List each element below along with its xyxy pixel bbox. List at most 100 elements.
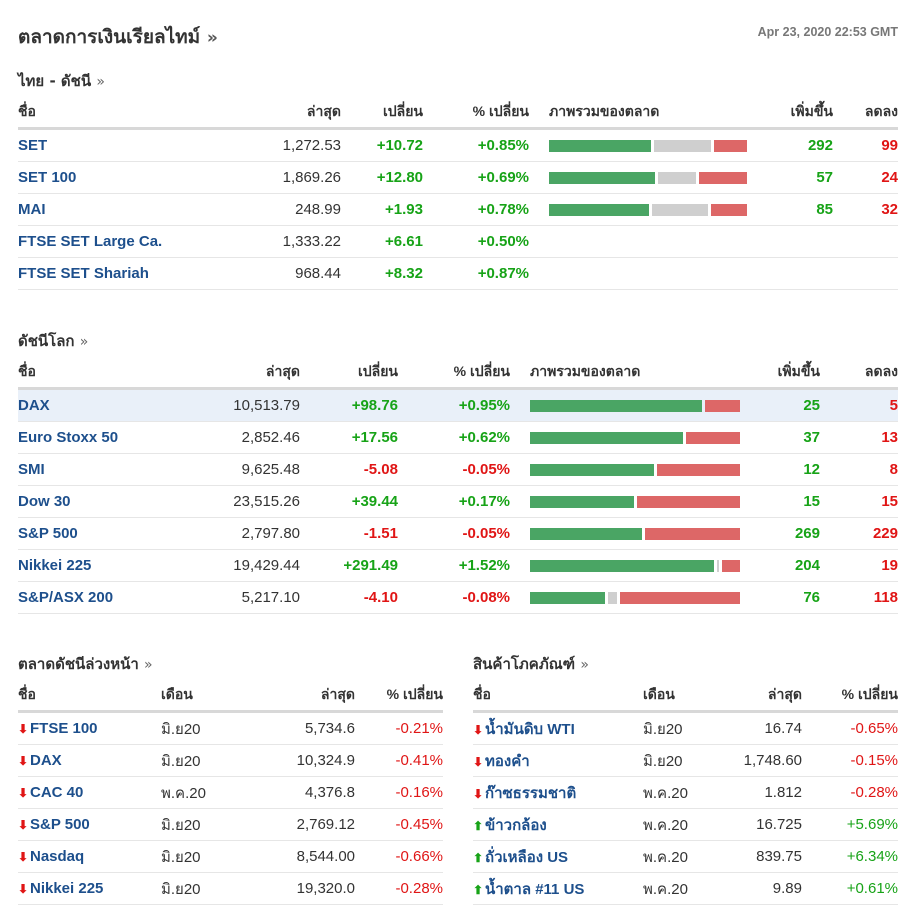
page-title-more[interactable]: » <box>206 28 218 48</box>
index-name-link[interactable]: S&P 500 <box>18 517 178 550</box>
col-change: เปลี่ยน <box>300 356 398 390</box>
unchanged-segment <box>608 591 617 604</box>
table-row[interactable]: DAX 10,513.79 +98.76 +0.95% 25 5 <box>18 388 898 422</box>
instrument-name-cell[interactable]: ⬇ Nikkei 225 <box>18 872 161 905</box>
world-section-heading[interactable]: ดัชนีโลก » <box>18 329 88 353</box>
change-percent: -0.05% <box>398 453 510 486</box>
index-name-link[interactable]: Dow 30 <box>18 485 178 518</box>
decline-segment <box>699 171 747 184</box>
instrument-name-cell[interactable]: ⬇ น้ำมันดิบ WTI <box>473 711 643 745</box>
change-value: +10.72 <box>341 128 423 162</box>
index-name-link[interactable]: FTSE SET Large Ca. <box>18 225 203 258</box>
instrument-name-cell[interactable]: ⬆ ถั่วเหลือง US <box>473 840 643 873</box>
up-arrow-icon: ⬆ <box>473 818 484 833</box>
instrument-name-link[interactable]: ก๊าซธรรมชาติ <box>485 784 577 802</box>
instrument-name-link[interactable]: น้ำตาล #11 US <box>485 880 585 898</box>
index-name-link[interactable]: SET 100 <box>18 161 203 194</box>
instrument-name-link[interactable]: ถั่วเหลือง US <box>485 848 569 866</box>
table-row[interactable]: ⬇ ก๊าซธรรมชาติ พ.ค.20 1.812 -0.28% <box>473 776 898 809</box>
instrument-name-link[interactable]: FTSE 100 <box>30 720 98 737</box>
table-row[interactable]: SET 100 1,869.26 +12.80 +0.69% 57 24 <box>18 161 898 194</box>
table-row[interactable]: ⬇ ทองคำ มิ.ย20 1,748.60 -0.15% <box>473 744 898 777</box>
change-percent: -0.05% <box>398 517 510 550</box>
advance-segment <box>530 591 606 604</box>
table-row[interactable]: ⬆ ข้าวกล้อง พ.ค.20 16.725 +5.69% <box>473 808 898 841</box>
thai-section-heading[interactable]: ไทย - ดัชนี » <box>18 69 105 93</box>
contract-month: มิ.ย20 <box>161 744 243 777</box>
table-row[interactable]: FTSE SET Large Ca. 1,333.22 +6.61 +0.50% <box>18 225 898 258</box>
futures-heading-more[interactable]: » <box>144 657 153 673</box>
contract-month: มิ.ย20 <box>161 808 243 841</box>
change-percent: -0.15% <box>802 744 898 777</box>
page-title[interactable]: ตลาดการเงินเรียลไทม์ » <box>18 22 218 52</box>
advances-count: 12 <box>740 453 820 486</box>
table-row[interactable]: ⬆ น้ำตาล #11 US พ.ค.20 9.89 +0.61% <box>473 872 898 905</box>
instrument-name-link[interactable]: DAX <box>30 752 62 769</box>
thai-heading-more[interactable]: » <box>96 74 105 90</box>
table-row[interactable]: SET 1,272.53 +10.72 +0.85% 292 99 <box>18 128 898 162</box>
table-row[interactable]: ⬇ CAC 40 พ.ค.20 4,376.8 -0.16% <box>18 776 443 809</box>
commodities-section-heading[interactable]: สินค้าโภคภัณฑ์ » <box>473 652 589 676</box>
index-name-link[interactable]: MAI <box>18 193 203 226</box>
index-name-link[interactable]: DAX <box>18 388 178 422</box>
index-name-link[interactable]: Nikkei 225 <box>18 549 178 582</box>
index-name-link[interactable]: FTSE SET Shariah <box>18 257 203 290</box>
instrument-name-cell[interactable]: ⬇ Nasdaq <box>18 840 161 873</box>
instrument-name-link[interactable]: ทองคำ <box>485 752 530 770</box>
advance-segment <box>549 171 655 184</box>
table-row[interactable]: Dow 30 23,515.26 +39.44 +0.17% 15 15 <box>18 485 898 518</box>
page-title-text[interactable]: ตลาดการเงินเรียลไทม์ <box>18 26 201 48</box>
instrument-name-cell[interactable]: ⬇ DAX <box>18 744 161 777</box>
market-breadth-bar <box>549 171 747 184</box>
index-name-link[interactable]: S&P/ASX 200 <box>18 581 178 614</box>
instrument-name-cell[interactable]: ⬆ น้ำตาล #11 US <box>473 872 643 905</box>
market-breadth-bar <box>530 463 740 476</box>
table-row[interactable]: S&P 500 2,797.80 -1.51 -0.05% 269 229 <box>18 517 898 550</box>
instrument-name-cell[interactable]: ⬇ ทองคำ <box>473 744 643 777</box>
table-row[interactable]: ⬇ Nasdaq มิ.ย20 8,544.00 -0.66% <box>18 840 443 873</box>
instrument-name-link[interactable]: ข้าวกล้อง <box>485 816 547 834</box>
table-row[interactable]: ⬇ Nikkei 225 มิ.ย20 19,320.0 -0.28% <box>18 872 443 905</box>
instrument-name-cell[interactable]: ⬇ S&P 500 <box>18 808 161 841</box>
world-heading-more[interactable]: » <box>79 334 89 350</box>
table-row[interactable]: FTSE SET Shariah 968.44 +8.32 +0.87% <box>18 257 898 290</box>
advance-segment <box>530 559 714 572</box>
instrument-name-cell[interactable]: ⬆ ข้าวกล้อง <box>473 808 643 841</box>
futures-table-header: ชื่อ เดือน ล่าสุด % เปลี่ยน <box>18 679 443 713</box>
index-name-link[interactable]: SMI <box>18 453 178 486</box>
declines-count: 229 <box>820 517 898 550</box>
index-name-link[interactable]: SET <box>18 128 203 162</box>
instrument-name-link[interactable]: Nasdaq <box>30 848 85 865</box>
instrument-name-cell[interactable]: ⬇ CAC 40 <box>18 776 161 809</box>
table-row[interactable]: ⬇ S&P 500 มิ.ย20 2,769.12 -0.45% <box>18 808 443 841</box>
index-name-link[interactable]: Euro Stoxx 50 <box>18 421 178 454</box>
instrument-name-link[interactable]: Nikkei 225 <box>30 880 104 897</box>
decline-segment <box>636 495 740 508</box>
table-row[interactable]: ⬇ น้ำมันดิบ WTI มิ.ย20 16.74 -0.65% <box>473 711 898 745</box>
table-row[interactable]: ⬇ DAX มิ.ย20 10,324.9 -0.41% <box>18 744 443 777</box>
instrument-name-link[interactable]: CAC 40 <box>30 784 84 801</box>
table-row[interactable]: SMI 9,625.48 -5.08 -0.05% 12 8 <box>18 453 898 486</box>
down-arrow-icon: ⬇ <box>18 882 29 896</box>
futures-heading-text[interactable]: ตลาดดัชนีล่วงหน้า <box>18 655 139 673</box>
commodities-heading-text[interactable]: สินค้าโภคภัณฑ์ <box>473 655 576 673</box>
instrument-name-link[interactable]: น้ำมันดิบ WTI <box>485 720 575 738</box>
change-percent: +6.34% <box>802 840 898 873</box>
table-row[interactable]: Nikkei 225 19,429.44 +291.49 +1.52% 204 19 <box>18 549 898 582</box>
col-last: ล่าสุด <box>178 356 300 390</box>
advances-count <box>750 257 833 290</box>
world-heading-text[interactable]: ดัชนีโลก <box>18 332 75 350</box>
declines-count: 13 <box>820 421 898 454</box>
table-row[interactable]: MAI 248.99 +1.93 +0.78% 85 32 <box>18 193 898 226</box>
instrument-name-cell[interactable]: ⬇ ก๊าซธรรมชาติ <box>473 776 643 809</box>
futures-section-heading[interactable]: ตลาดดัชนีล่วงหน้า » <box>18 652 153 676</box>
instrument-name-cell[interactable]: ⬇ FTSE 100 <box>18 711 161 745</box>
table-row[interactable]: ⬇ FTSE 100 มิ.ย20 5,734.6 -0.21% <box>18 711 443 745</box>
contract-month: มิ.ย20 <box>643 711 723 745</box>
table-row[interactable]: Euro Stoxx 50 2,852.46 +17.56 +0.62% 37 13 <box>18 421 898 454</box>
thai-heading-text[interactable]: ไทย - ดัชนี <box>18 72 92 90</box>
commodities-heading-more[interactable]: » <box>580 657 589 673</box>
table-row[interactable]: ⬆ ถั่วเหลือง US พ.ค.20 839.75 +6.34% <box>473 840 898 873</box>
table-row[interactable]: S&P/ASX 200 5,217.10 -4.10 -0.08% 76 118 <box>18 581 898 614</box>
instrument-name-link[interactable]: S&P 500 <box>30 816 90 833</box>
